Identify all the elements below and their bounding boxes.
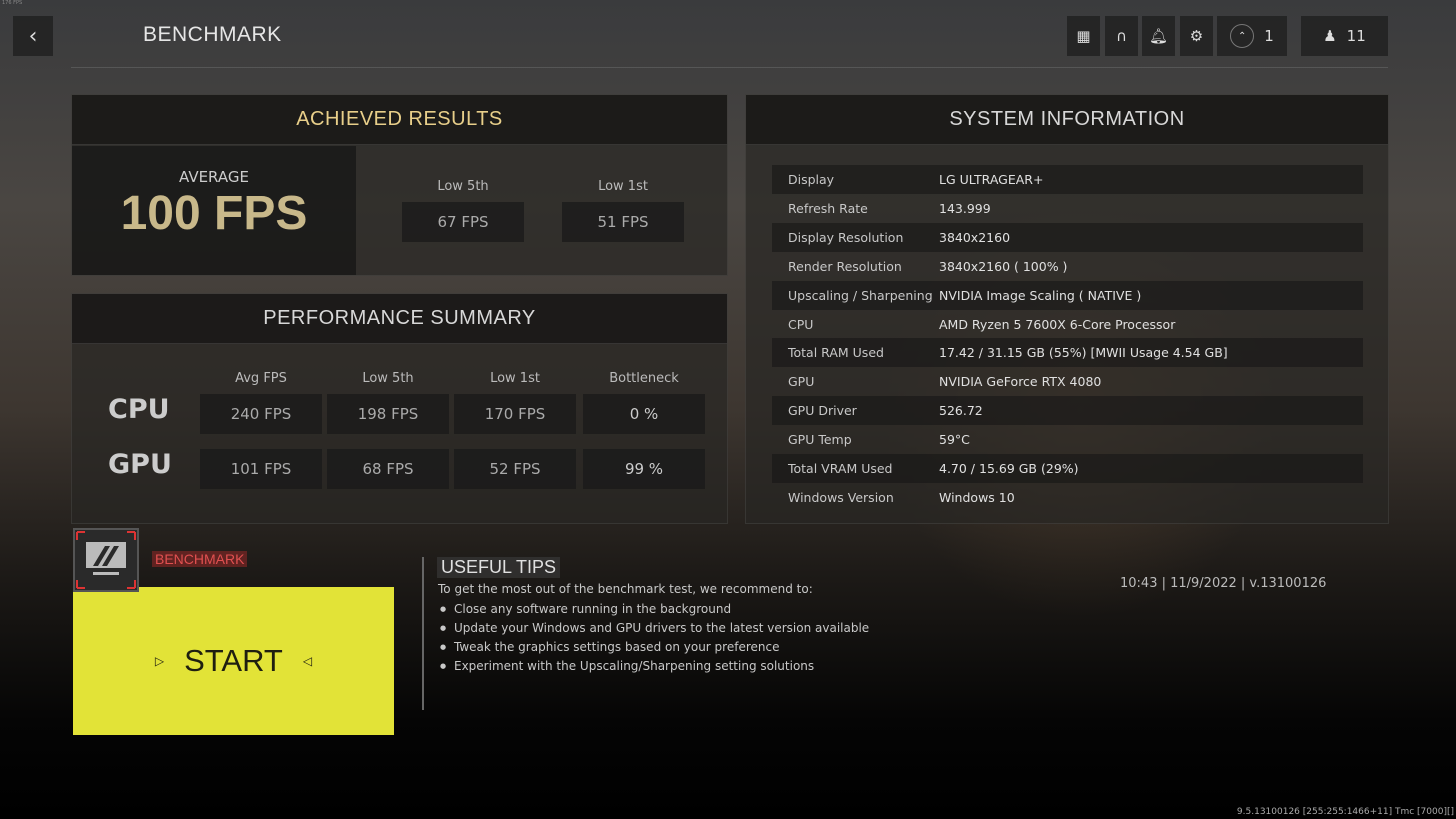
col-low1: Low 1st [490, 371, 540, 386]
system-info-value: 143.999 [939, 200, 991, 216]
system-info-key: GPU Temp [788, 432, 852, 448]
average-label: AVERAGE [179, 168, 249, 186]
system-info-value: AMD Ryzen 5 7600X 6-Core Processor [939, 316, 1176, 332]
achieved-results-title: ACHIEVED RESULTS [72, 95, 727, 145]
system-info-key: CPU [788, 316, 814, 332]
settings-button[interactable]: ⚙ [1180, 16, 1213, 56]
headset-icon: ∩ [1116, 27, 1127, 45]
start-label: START [184, 643, 283, 678]
system-info-key: Render Resolution [788, 258, 902, 274]
system-info-value: 3840x2160 [939, 229, 1011, 245]
system-info-row: Refresh Rate 143.999 [772, 194, 1363, 223]
system-info-key: Refresh Rate [788, 200, 868, 216]
system-info-row: GPU Temp 59°C [772, 425, 1363, 454]
chevron-left-icon: ‹ [28, 23, 38, 49]
system-info-value: NVIDIA Image Scaling ( NATIVE ) [939, 287, 1142, 303]
benchmark-tag: BENCHMARK [152, 551, 248, 567]
low5-value: 67 FPS [402, 202, 524, 242]
system-info-value: 4.70 / 15.69 GB (29%) [939, 461, 1079, 476]
performance-summary-title: PERFORMANCE SUMMARY [72, 294, 727, 344]
headset-button[interactable]: ∩ [1105, 16, 1138, 56]
system-info-value: LG ULTRAGEAR+ [939, 172, 1044, 187]
system-info-row: Render Resolution 3840x2160 ( 100% ) [772, 252, 1363, 281]
system-info-key: Display Resolution [788, 229, 904, 245]
grid-icon: ▦ [1076, 27, 1091, 45]
low1-value: 51 FPS [562, 202, 684, 242]
system-info-key: Total VRAM Used [788, 461, 893, 476]
system-info-row: GPU NVIDIA GeForce RTX 4080 [772, 367, 1363, 396]
divider [71, 67, 1388, 68]
notifications-button[interactable]: 🔔︎ [1142, 16, 1175, 56]
system-info-key: Upscaling / Sharpening [788, 287, 933, 303]
system-info-value: 526.72 [939, 403, 983, 419]
system-info-value: Windows 10 [939, 489, 1015, 505]
back-button[interactable]: ‹ [13, 16, 53, 56]
tips-title: USEFUL TIPS [437, 557, 561, 578]
chevron-up-circle-icon: ⌃ [1230, 24, 1255, 48]
players-count: 11 [1346, 27, 1366, 45]
system-info-row: Windows Version Windows 10 [772, 483, 1363, 512]
system-info-key: Display [788, 172, 835, 187]
system-info-value: NVIDIA GeForce RTX 4080 [939, 374, 1102, 390]
party-button[interactable]: ⌃ 1 [1217, 16, 1287, 56]
average-value: 100 FPS [120, 187, 308, 240]
col-low5: Low 5th [362, 371, 414, 386]
bell-icon: 🔔︎ [1148, 27, 1169, 45]
cpu-low5: 198 FPS [327, 394, 449, 434]
gear-icon: ⚙ [1189, 27, 1204, 45]
col-avg-fps: Avg FPS [235, 371, 287, 386]
cpu-label: CPU [108, 394, 170, 425]
cpu-avg: 240 FPS [200, 394, 322, 434]
timestamp-version: 10:43 | 11/9/2022 | v.13100126 [1120, 576, 1327, 591]
system-info-value: 3840x2160 ( 100% ) [939, 258, 1068, 274]
system-info-key: Windows Version [788, 489, 894, 505]
low5-label: Low 5th [437, 179, 489, 194]
useful-tips: USEFUL TIPS To get the most out of the b… [422, 557, 869, 710]
system-info-row: Total RAM Used 17.42 / 31.15 GB (55%) [MW… [772, 338, 1363, 368]
fps-counter: 176 FPS [2, 0, 23, 6]
system-info-row: CPU AMD Ryzen 5 7600X 6-Core Processor [772, 310, 1363, 339]
tip-item: Experiment with the Upscaling/Sharpening… [438, 659, 869, 673]
low1-label: Low 1st [598, 179, 648, 194]
tip-item: Tweak the graphics settings based on you… [438, 640, 869, 654]
system-info-row: GPU Driver 526.72 [772, 396, 1363, 426]
cpu-low1: 170 FPS [454, 394, 576, 434]
system-info-value: 59°C [939, 432, 970, 448]
achieved-results-panel: ACHIEVED RESULTS AVERAGE 100 FPS Low 5th… [71, 94, 728, 276]
system-information-panel: SYSTEM INFORMATION Display LG ULTRAGEAR+ R… [745, 94, 1389, 524]
build-info: 9.5.13100126 [255:255:1466+11] Tmc [7000… [1236, 807, 1454, 817]
gpu-low1: 52 FPS [454, 449, 576, 489]
gpu-label: GPU [108, 449, 172, 480]
tips-intro: To get the most out of the benchmark tes… [438, 582, 813, 596]
triangle-right-icon: ▷ [154, 654, 165, 668]
player-icon: ♟ [1323, 27, 1337, 45]
col-bottleneck: Bottleneck [609, 371, 679, 386]
page-title: BENCHMARK [143, 23, 282, 46]
system-information-title: SYSTEM INFORMATION [746, 95, 1388, 145]
gpu-low5: 68 FPS [327, 449, 449, 489]
system-info-row: Total VRAM Used 4.70 / 15.69 GB (29%) [772, 454, 1363, 483]
cpu-bottleneck: 0 % [583, 394, 705, 434]
triangle-left-icon: ◁ [302, 654, 313, 668]
system-info-row: Display LG ULTRAGEAR+ [772, 165, 1363, 194]
tip-item: Close any software running in the backgr… [438, 602, 869, 616]
gpu-avg: 101 FPS [200, 449, 322, 489]
system-info-row: Display Resolution 3840x2160 [772, 222, 1363, 252]
gpu-bottleneck: 99 % [583, 449, 705, 489]
players-button[interactable]: ♟ 11 [1301, 16, 1388, 56]
system-info-key: GPU [788, 374, 815, 390]
system-info-value: 17.42 / 31.15 GB (55%) [MWII Usage 4.54 … [939, 345, 1228, 361]
start-button[interactable]: ▷ START ◁ [73, 587, 394, 735]
performance-summary-panel: PERFORMANCE SUMMARY Avg FPS Low 5th Low … [71, 293, 728, 524]
system-info-row: Upscaling / Sharpening NVIDIA Image Scali… [772, 280, 1363, 310]
grid-menu-button[interactable]: ▦ [1067, 16, 1100, 56]
system-info-key: Total RAM Used [788, 345, 884, 361]
tip-item: Update your Windows and GPU drivers to t… [438, 621, 869, 635]
system-info-key: GPU Driver [788, 403, 857, 419]
party-count: 1 [1264, 27, 1274, 45]
benchmark-monitor-icon [73, 528, 139, 592]
average-block: AVERAGE 100 FPS [72, 146, 356, 275]
